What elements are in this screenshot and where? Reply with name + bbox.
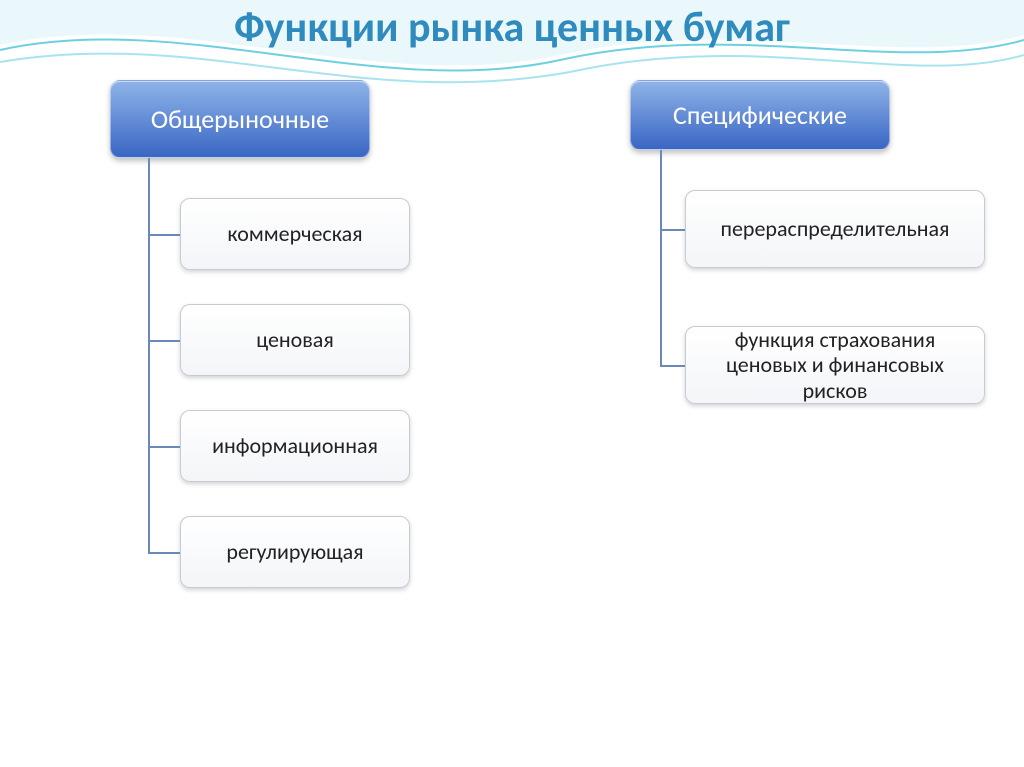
connector-branch — [148, 234, 180, 236]
connector-trunk — [660, 150, 662, 366]
connector-branch — [660, 365, 685, 367]
page-title: Функции рынка ценных бумаг — [0, 2, 1024, 53]
connector-trunk — [148, 158, 150, 553]
function-item: функция страхования ценовых и финансовых… — [685, 326, 985, 404]
connector-branch — [660, 229, 685, 231]
function-item: регулирующая — [180, 516, 410, 588]
connector-branch — [148, 446, 180, 448]
function-item: ценовая — [180, 304, 410, 376]
function-item: перераспределительная — [685, 190, 985, 268]
function-item: информационная — [180, 410, 410, 482]
function-item: коммерческая — [180, 198, 410, 270]
category-header: Специфические — [630, 80, 890, 150]
connector-branch — [148, 340, 180, 342]
category-header: Общерыночные — [110, 80, 370, 158]
connector-branch — [148, 552, 180, 554]
